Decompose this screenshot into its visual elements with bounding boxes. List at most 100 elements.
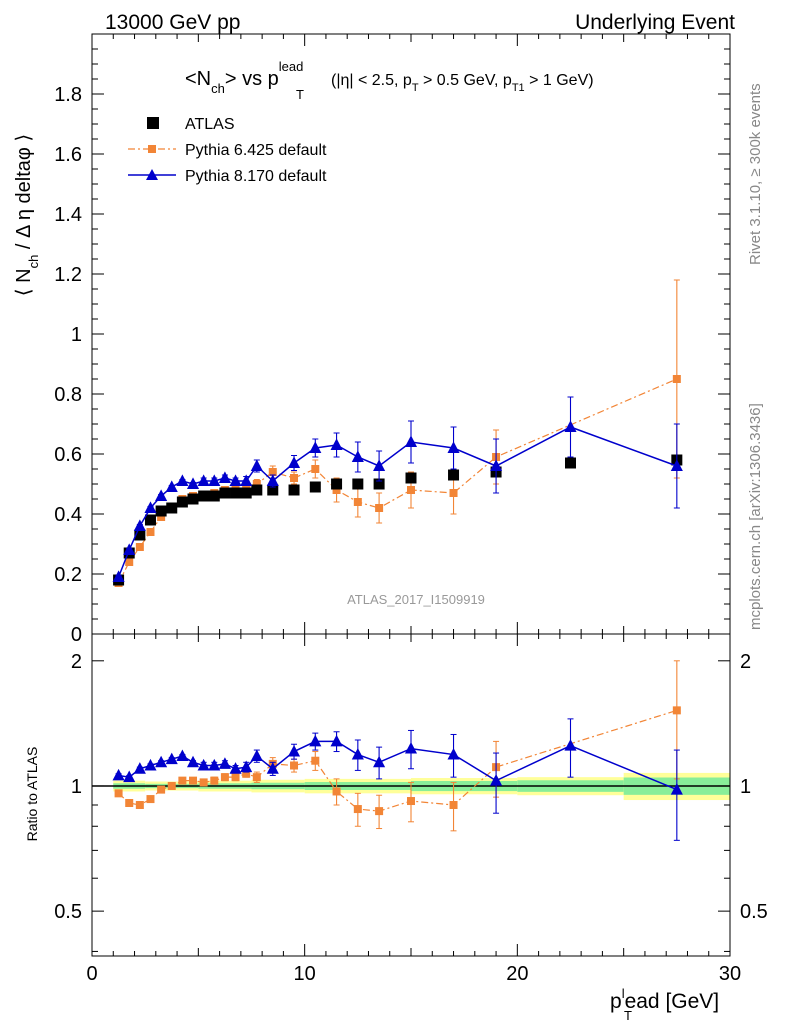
main-y-tick-label: 0 [71,624,82,646]
pythia8-point [240,474,253,486]
atlas-point [448,469,460,481]
pythia6-point [242,483,251,491]
ratio-y-axis-label: Ratio to ATLAS [24,747,40,842]
atlas-point [176,496,188,508]
main-y-tick-label: 1.6 [54,144,82,166]
atlas-point [267,484,279,496]
pythia8-point [351,450,364,462]
pythia6-point [353,498,362,506]
atlas-point [187,493,199,505]
title-sub: ch [211,81,225,96]
ratio-pythia6-point [407,797,415,806]
legend-label-pythia8: Pythia 8.170 default [185,168,327,185]
main-y-tick-label: 0.8 [54,384,82,406]
pythia8-point [250,459,263,471]
title-lead-sup: lead [279,59,304,74]
atlas-point [230,487,242,499]
ratio-pythia8-point [564,739,577,751]
atlas-point [198,490,210,502]
pythia8-point [447,441,460,453]
legend-marker-pythia6 [148,145,156,153]
pythia8-point [176,474,189,486]
pythia6-point [125,558,134,566]
pythia8-point [155,489,168,501]
header-left: 13000 GeV pp [105,11,240,34]
atlas-point [288,484,300,496]
ratio-pythia6-point [252,773,261,782]
pythia6-point [407,486,415,494]
rivet-version-label: Rivet 3.1.10, ≥ 300k events [747,83,764,265]
title-cuts-sub2: T1 [512,82,525,94]
atlas-point [331,478,343,490]
ratio-pythia8-point [186,755,200,768]
ratio-pythia6-point [242,769,251,778]
pythia8-point [404,435,418,447]
x-tick-label: 0 [86,963,97,985]
x-axis-label: plead [GeV] [610,986,719,1013]
atlas-point [219,487,231,499]
ratio-pythia6-line [118,709,678,812]
ratio-pythia6-point [210,776,219,785]
pythia6-point [311,465,320,473]
pythia8-line [117,426,678,578]
pythia6-point [449,489,458,497]
pythia8-point [229,474,242,486]
ratio-pythia8-point [447,747,460,760]
ratio-pythia8-point [266,762,279,774]
main-y-tick-label: 0.6 [54,444,82,466]
legend: ATLAS Pythia 6.425 default Pythia 8.170 … [128,116,327,185]
main-y-tick-label: 1.8 [54,84,82,106]
ratio-pythia6-point [332,787,341,796]
ylabel-b: / Δ η deltaφ ⟩ [13,134,35,255]
main-y-tick-label: 0.4 [54,504,82,526]
ratio-pythia8-point [309,734,322,747]
ratio-pythia8-point [218,757,231,769]
ratio-pythia6-point [114,789,123,798]
atlas-point [405,472,417,484]
ratio-y-tick-label-right: 1 [740,776,751,798]
pythia6-point [268,468,277,476]
ratio-pythia6-point [220,773,229,782]
pythia8-point [186,477,200,489]
header-right: Underlying Event [575,11,735,34]
pythia8-point [165,480,178,492]
x-tick-label: 20 [506,963,528,985]
pythia6-point [146,528,155,536]
ratio-pythia6-point [199,778,208,787]
ratio-pythia8-point [490,774,503,786]
main-y-tick-label: 1 [71,324,82,346]
pythia6-point [375,504,384,512]
xlabel-a: p [610,990,622,1013]
pythia6-point [135,543,144,551]
pythia8-point [490,459,503,471]
ratio-pythia8-point [165,752,178,765]
ratio-pythia8-point [176,749,189,762]
ratio-pythia6-point [135,800,144,809]
pythia8-point [112,570,125,582]
ratio-pythia8-point [373,755,386,768]
ratio-pythia8-point [112,768,125,781]
ylabel-a: ⟨ N [13,268,35,296]
x-tick-label: 10 [294,963,316,985]
ratio-pythia6-point [167,781,176,790]
ratio-pythia8-point [670,783,683,795]
title-cuts-b: > 0.5 GeV, p [419,72,512,89]
ratio-pythia6-point [189,776,198,785]
ratio-pythia8-point [330,734,343,747]
chart-title: <Nch> vs plead [185,59,303,96]
atlas-point [309,481,321,493]
ratio-pythia8-point [287,744,301,757]
title-main: <N [185,68,211,90]
ratio-pythia8-point [155,755,168,768]
atlas-point [208,490,220,502]
xlabel-sup: l [622,986,625,1001]
ratio-pythia8-point [208,758,221,771]
ratio-pythia8-point [240,760,253,773]
title-lead-sub: T [296,87,304,102]
pythia8-point [330,438,343,450]
ylabel-sub: ch [26,255,41,269]
xlabel-sub: T [624,1008,632,1023]
atlas-point [352,478,364,490]
ratio-y-tick-label-right: 2 [740,651,751,673]
